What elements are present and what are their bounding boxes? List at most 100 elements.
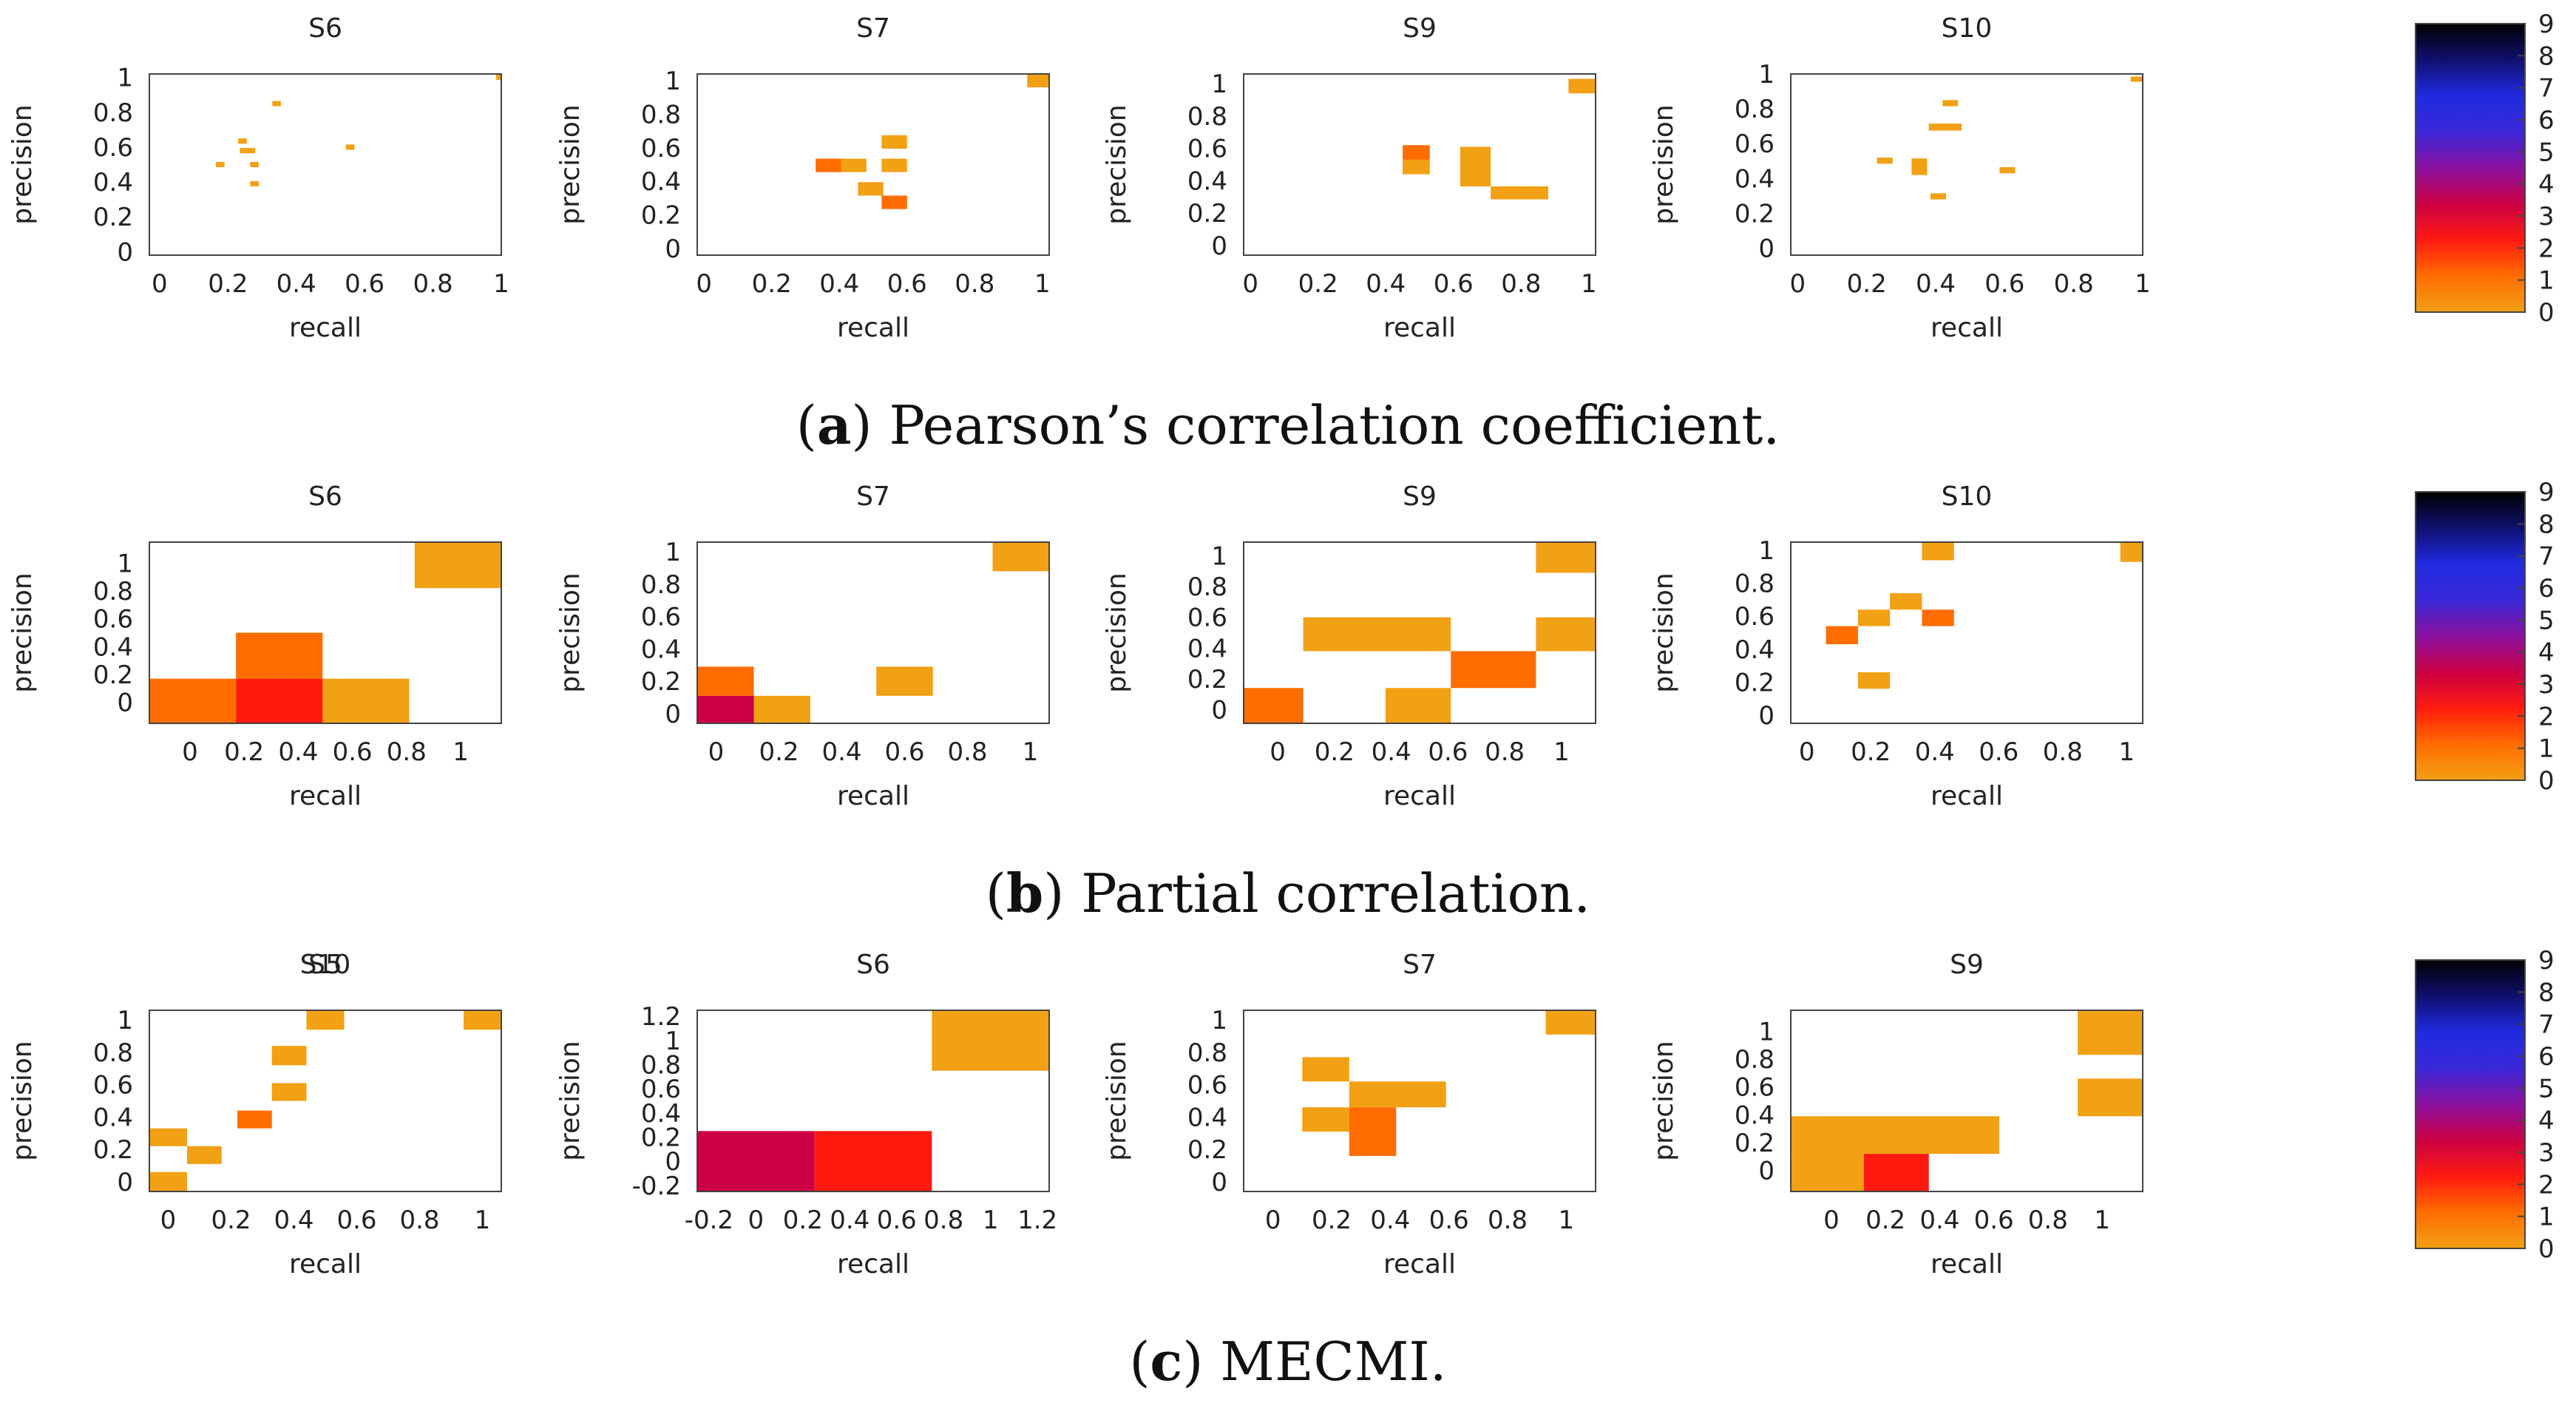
x-tick-label: 0.2 xyxy=(759,737,799,767)
heatmap-cell xyxy=(414,542,501,589)
heatmap-cell xyxy=(1545,1010,1596,1035)
x-axis-label: recall xyxy=(289,313,362,343)
y-tick-label: 0.4 xyxy=(1735,164,1775,194)
x-axis-label: recall xyxy=(1383,781,1456,811)
x-tick-label: 0.8 xyxy=(2028,1206,2068,1235)
y-tick-label: 0 xyxy=(665,700,681,729)
x-tick-label: 1 xyxy=(2094,1206,2110,1235)
chart-title-overlay: S5 xyxy=(308,950,342,980)
x-tick-label: 0.4 xyxy=(278,737,318,767)
x-tick-label: 0.6 xyxy=(1428,737,1468,767)
y-tick-label: 0.6 xyxy=(641,134,681,163)
y-tick-label: 1 xyxy=(665,538,681,567)
x-tick-label: 0 xyxy=(1799,737,1815,767)
plot-area xyxy=(149,1010,501,1191)
heatmap-cell xyxy=(697,695,754,723)
colorbar-tick-label: 2 xyxy=(2538,1170,2555,1200)
plot-frame xyxy=(1243,1010,1596,1192)
y-tick-label: 0.4 xyxy=(93,1103,133,1132)
x-tick-label: 0.6 xyxy=(1434,269,1474,299)
heatmap-panel: 0 0.2 0.4 0.6 0.8 100.20.40.60.81S10recallpre… xyxy=(1649,481,2143,811)
heatmap-cell xyxy=(1890,593,1922,610)
y-tick-label: 0.4 xyxy=(1187,634,1227,663)
x-tick-label: 0.6 xyxy=(1984,269,2024,299)
heatmap-cell xyxy=(1928,124,1962,131)
y-tick-label: 0.2 xyxy=(1735,1129,1775,1158)
y-tick-label: 1.2 xyxy=(641,1002,681,1032)
x-tick-label: 1 xyxy=(475,1206,491,1235)
heatmap-cell xyxy=(1460,146,1491,187)
subfigure-caption: (a) Pearson’s correlation coefficient. xyxy=(796,393,1780,456)
y-tick-label: 0.8 xyxy=(93,98,133,128)
heatmap-cell xyxy=(881,195,907,209)
y-axis-label: precision xyxy=(1102,1041,1132,1160)
x-tick-label: 0.8 xyxy=(1488,1206,1528,1235)
chart-title: S10 xyxy=(1942,13,1993,44)
heatmap-cell xyxy=(250,161,259,168)
heatmap-panel: 0 0.2 0.4 0.6 0.8 1 0 0.2 0.4 0.6 0.8 1 S6 recall prec… xyxy=(7,13,509,343)
x-tick-label: 0.8 xyxy=(947,737,987,767)
y-axis-label: precision xyxy=(555,104,586,224)
y-tick-label: 0.8 xyxy=(1187,1038,1227,1068)
y-tick-label: 0.6 xyxy=(1735,1073,1775,1103)
heatmap-cell xyxy=(1857,672,1891,689)
x-tick-label: 0 xyxy=(1265,1206,1281,1235)
subfigure-caption: (b) Partial correlation. xyxy=(986,862,1590,924)
plot-frame xyxy=(149,1010,502,1192)
x-tick-label: 0.6 xyxy=(1429,1206,1469,1235)
caption-text: MECMI. xyxy=(1203,1331,1446,1393)
y-tick-label: 0.6 xyxy=(641,603,681,632)
colorbar-tick-label: 9 xyxy=(2538,946,2555,976)
x-tick-label: 1 xyxy=(1023,737,1039,767)
colorbar-tick-label: 4 xyxy=(2538,170,2555,200)
y-tick-label: 1 xyxy=(117,64,133,93)
heatmap-cell xyxy=(149,1128,187,1146)
y-tick-label: 0.8 xyxy=(1187,102,1227,132)
y-axis-label: precision xyxy=(1649,1041,1679,1160)
y-tick-label: 0.6 xyxy=(1735,129,1775,159)
y-axis-label: precision xyxy=(7,1041,38,1160)
colorbar-frame xyxy=(2415,959,2526,1249)
y-tick-label: 0.4 xyxy=(641,167,681,197)
x-tick-label: 0 xyxy=(1270,737,1286,767)
caption-letter: b xyxy=(1006,862,1043,924)
x-tick-label: 0.4 xyxy=(1372,737,1411,767)
heatmap-cell xyxy=(1931,193,1946,200)
y-tick-label: 0 xyxy=(1211,231,1227,261)
x-tick-label: 0.8 xyxy=(1501,269,1541,299)
heatmap-cell xyxy=(1857,609,1891,626)
plot-frame xyxy=(696,1010,1050,1192)
x-tick-label: 0.8 xyxy=(2043,737,2083,767)
y-tick-label: 1 xyxy=(1758,60,1775,89)
heatmap-cell xyxy=(1302,1057,1349,1082)
y-tick-label: 0.6 xyxy=(93,1071,133,1101)
y-tick-label: 0 xyxy=(117,689,133,718)
subfigure-caption: (c) MECMI. xyxy=(1129,1330,1446,1393)
heatmap-cell xyxy=(1536,542,1596,573)
plot-area xyxy=(697,542,1049,723)
colorbar-tick-label: 3 xyxy=(2538,1138,2555,1168)
colorbar-tick-label: 5 xyxy=(2538,1074,2555,1103)
colorbar-tick-label: 3 xyxy=(2538,202,2555,231)
y-axis-label: precision xyxy=(1102,104,1132,224)
heatmap-cell xyxy=(322,678,410,723)
heatmap-cell xyxy=(1911,158,1928,175)
y-tick-label: 0.8 xyxy=(1735,569,1775,599)
x-tick-label: 0 xyxy=(182,737,198,767)
y-tick-label: 1 xyxy=(117,1006,133,1035)
colorbar-tick-label: 7 xyxy=(2538,74,2555,104)
heatmap-cell xyxy=(306,1010,345,1030)
y-tick-label: 0 xyxy=(1211,695,1227,725)
colorbar-tick-label: 1 xyxy=(2538,266,2555,296)
chart-title: S7 xyxy=(856,481,890,512)
heatmap-panel: 0 0.2 0.4 0.6 0.8 100.20.40.60.81S10S5recallp… xyxy=(7,950,502,1279)
x-tick-label: 0.6 xyxy=(1974,1206,2014,1235)
heatmap-cell xyxy=(1863,1154,1929,1191)
y-tick-label: 0.2 xyxy=(1735,199,1775,229)
plot-frame xyxy=(696,73,1050,256)
y-tick-label: 0.2 xyxy=(641,201,681,231)
heatmap-cell xyxy=(1826,626,1858,645)
colorbar-tick-label: 6 xyxy=(2538,1042,2555,1072)
x-axis-label: recall xyxy=(289,781,362,811)
x-tick-label: 0.6 xyxy=(333,737,373,767)
